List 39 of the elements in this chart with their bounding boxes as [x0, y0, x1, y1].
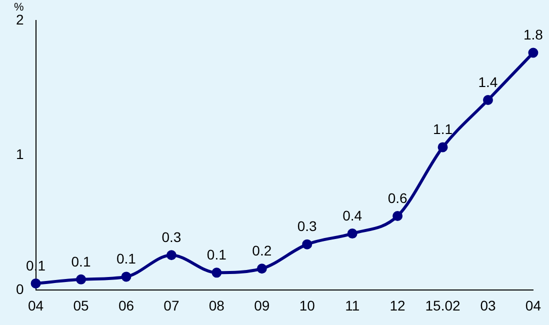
point [438, 142, 448, 152]
data-label: 0.1 [116, 250, 136, 267]
point [212, 268, 222, 278]
y-tick-label: 2 [16, 11, 24, 28]
point [256, 264, 267, 274]
data-label: 0.2 [252, 242, 272, 258]
x-tick-label: 08 [208, 297, 225, 314]
point [76, 274, 86, 284]
point [30, 278, 41, 288]
x-tick-label: 05 [73, 297, 90, 314]
point [302, 239, 312, 250]
point [528, 48, 538, 58]
x-tick-label: 12 [390, 297, 406, 314]
point [121, 272, 132, 282]
data-label: 0.4 [342, 207, 362, 224]
x-tick-label: 11 [345, 297, 360, 314]
point [392, 211, 403, 222]
point [347, 228, 358, 239]
data-label: 0.3 [162, 228, 182, 245]
data-label: 1.8 [523, 26, 544, 43]
y-axis-title: % [14, 2, 24, 14]
y-tick-label: 0 [16, 281, 24, 298]
data-label: 0.1 [206, 246, 227, 263]
data-label: 0.6 [388, 190, 408, 206]
x-tick-label: 07 [164, 297, 180, 314]
data-label: 1.1 [433, 121, 453, 138]
x-tick-label: 06 [118, 297, 134, 314]
x-tick-label: 15.02 [425, 297, 460, 314]
x-tick-label: 03 [480, 297, 496, 314]
point [482, 94, 493, 105]
data-label: 1.4 [478, 74, 498, 90]
point [166, 250, 176, 260]
data-label: 0.3 [297, 218, 318, 234]
x-tick-label: 09 [254, 297, 270, 314]
y-tick-label: 1 [16, 146, 24, 162]
x-tick-label: 10 [299, 297, 316, 314]
data-label: 0.1 [71, 253, 91, 270]
x-tick-label: 04 [525, 297, 542, 314]
x-tick-label: 04 [28, 297, 44, 314]
